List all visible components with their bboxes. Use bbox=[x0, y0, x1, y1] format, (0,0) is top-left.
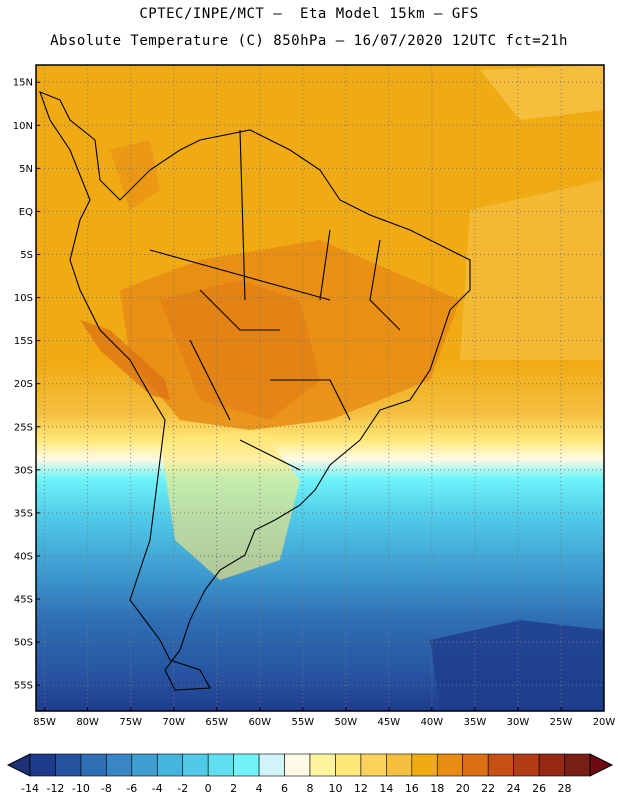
colorbar-swatch bbox=[156, 753, 184, 777]
lat-tick-label: 5N bbox=[19, 164, 33, 175]
colorbar-label: 0 bbox=[205, 782, 212, 795]
central-warm-core bbox=[160, 280, 320, 420]
lon-tick-label: 70W bbox=[162, 717, 185, 728]
lat-tick-label: 40S bbox=[14, 551, 33, 562]
colorbar-label: 22 bbox=[481, 782, 495, 795]
lat-tick-label: 45S bbox=[14, 595, 33, 606]
lon-tick-label: 40W bbox=[421, 717, 444, 728]
colorbar-label: 26 bbox=[532, 782, 546, 795]
graticule bbox=[36, 65, 604, 711]
lat-tick-label: 5S bbox=[20, 250, 33, 261]
colorbar-swatch bbox=[233, 753, 260, 777]
colorbar-label: -2 bbox=[177, 782, 188, 795]
colorbar-swatch bbox=[284, 753, 311, 777]
colorbar-label: 12 bbox=[354, 782, 368, 795]
colorbar-label: 10 bbox=[328, 782, 342, 795]
northern-warm-patch bbox=[110, 140, 160, 210]
colorbar-label: 6 bbox=[281, 782, 288, 795]
colorbar-label: 4 bbox=[256, 782, 263, 795]
lon-tick-label: 20W bbox=[593, 717, 616, 728]
lat-tick-label: 15N bbox=[13, 78, 33, 89]
colorbar: -14 -12 -10 -8 -6 -4 -2 0 2 4 6 8 10 12 14 16 18 20 22 24 26… bbox=[6, 753, 614, 795]
colorbar-swatch bbox=[538, 753, 565, 777]
colorbar-swatch bbox=[564, 753, 591, 777]
colorbar-label: -6 bbox=[126, 782, 137, 795]
longitude-labels: 85W 80W 75W 70W 65W 60W 55W 50W 45W 40W 35W 30W 25W 2… bbox=[33, 707, 615, 728]
lat-tick-label: 30S bbox=[14, 465, 33, 476]
east-atlantic-cool-region bbox=[460, 180, 604, 360]
colorbar-swatch bbox=[462, 753, 489, 777]
lat-tick-label: 15S bbox=[14, 336, 33, 347]
colorbar-swatch bbox=[207, 753, 234, 777]
title-line-1: CPTEC/INPE/MCT – Eta Model 15km – GFS bbox=[139, 6, 479, 22]
lon-tick-label: 60W bbox=[248, 717, 271, 728]
colorbar-swatch bbox=[55, 753, 82, 777]
lat-tick-label: 35S bbox=[14, 508, 33, 519]
colorbar-label: 18 bbox=[430, 782, 444, 795]
colorbar-swatch bbox=[487, 753, 514, 777]
lon-tick-label: 80W bbox=[76, 717, 99, 728]
colorbar-swatch bbox=[309, 753, 336, 777]
colorbar-swatch bbox=[360, 753, 387, 777]
colorbar-swatch bbox=[436, 753, 464, 777]
colorbar-label: 2 bbox=[230, 782, 237, 795]
colorbar-swatch bbox=[513, 753, 540, 777]
lon-tick-label: 25W bbox=[550, 717, 573, 728]
title-line-2: Absolute Temperature (C) 850hPa – 16/07/… bbox=[50, 33, 568, 49]
lat-tick-label: 10S bbox=[14, 293, 33, 304]
lat-tick-label: 25S bbox=[14, 422, 33, 433]
colorbar-label: -8 bbox=[101, 782, 112, 795]
lat-tick-label: 55S bbox=[14, 681, 33, 692]
lon-tick-label: 30W bbox=[507, 717, 530, 728]
warm-tongue-shape bbox=[120, 240, 460, 430]
northeast-cool-patch bbox=[480, 65, 604, 120]
lon-tick-label: 55W bbox=[291, 717, 314, 728]
colorbar-swatch bbox=[386, 753, 413, 777]
colorbar-label: 28 bbox=[558, 782, 572, 795]
colorbar-swatch bbox=[131, 753, 158, 777]
colorbar-label: 14 bbox=[379, 782, 393, 795]
temperature-map: 15N 10N 5N EQ 5S 10S 15S 20S 25S 30S 35S 40S 45S 50S 5… bbox=[13, 64, 615, 728]
colorbar-swatch bbox=[80, 753, 107, 777]
colorbar-label: -10 bbox=[72, 782, 90, 795]
lon-tick-label: 65W bbox=[205, 717, 228, 728]
colorbar-label: -4 bbox=[152, 782, 163, 795]
colorbar-swatch bbox=[335, 753, 362, 777]
coastline-outline bbox=[39, 91, 471, 691]
pacific-warm-streak bbox=[80, 320, 170, 400]
plot-frame bbox=[35, 64, 605, 712]
colorbar-low-arrow bbox=[6, 753, 31, 777]
latitude-labels: 15N 10N 5N EQ 5S 10S 15S 20S 25S 30S 35S 40S 45S 50S 5… bbox=[13, 78, 40, 692]
south-atlantic-cold-pool bbox=[430, 620, 604, 711]
lon-tick-label: 50W bbox=[335, 717, 358, 728]
lon-tick-label: 75W bbox=[119, 717, 142, 728]
colorbar-swatch bbox=[106, 753, 133, 777]
colorbar-swatch bbox=[29, 753, 56, 777]
colorbar-label: -14 bbox=[21, 782, 39, 795]
colorbar-label: -12 bbox=[46, 782, 64, 795]
colorbar-swatch bbox=[258, 753, 285, 777]
lon-tick-label: 35W bbox=[464, 717, 487, 728]
colorbar-label: 24 bbox=[507, 782, 521, 795]
colorbar-label: 8 bbox=[307, 782, 314, 795]
lat-tick-label: 10N bbox=[13, 121, 33, 132]
colorbar-swatch bbox=[411, 753, 438, 777]
lat-tick-label: 50S bbox=[14, 638, 33, 649]
colorbar-label: 20 bbox=[456, 782, 470, 795]
lon-tick-label: 45W bbox=[378, 717, 401, 728]
lat-tick-label: EQ bbox=[19, 207, 33, 218]
lat-tick-label: 20S bbox=[14, 379, 33, 390]
lon-tick-label: 85W bbox=[33, 717, 56, 728]
colorbar-swatch bbox=[182, 753, 209, 777]
patagonia-yellow-area bbox=[160, 430, 300, 580]
colorbar-label: 16 bbox=[405, 782, 419, 795]
colorbar-high-arrow bbox=[589, 753, 614, 777]
